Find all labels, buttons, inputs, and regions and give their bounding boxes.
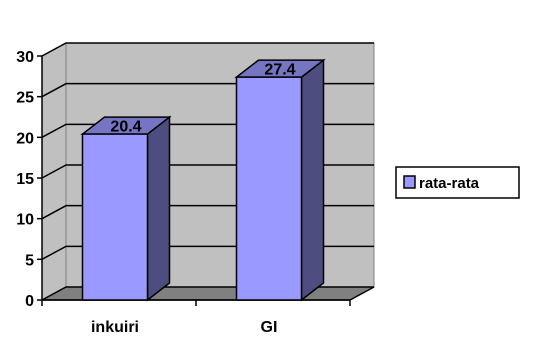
bar-GI	[234, 58, 326, 302]
y-tick-label: 0	[25, 293, 34, 310]
y-tick-label: 15	[16, 171, 34, 188]
bar-front	[81, 133, 149, 301]
labels: 0 5 10 15 20 25 30 20.4 inkuiri 27.4 GI	[16, 49, 295, 336]
bar-side	[300, 58, 325, 302]
y-tick-label: 5	[25, 252, 34, 269]
y-tick-label: 10	[16, 212, 34, 229]
legend-label: rata-rata	[419, 175, 480, 192]
bars	[80, 58, 326, 302]
y-tick-label: 20	[16, 130, 34, 147]
bar-side	[146, 115, 171, 302]
legend-box	[395, 166, 520, 199]
data-label: 20.4	[110, 119, 141, 136]
gridline-30	[41, 42, 374, 57]
bar-front	[235, 76, 303, 301]
y-tick-label: 25	[16, 90, 34, 107]
category-label: GI	[261, 319, 278, 336]
legend-swatch	[403, 175, 416, 189]
bar-inkuiri	[80, 115, 172, 302]
category-label: inkuiri	[91, 319, 139, 336]
data-label: 27.4	[264, 62, 295, 79]
y-tick-label: 30	[16, 49, 34, 66]
legend: rata-rata	[395, 166, 520, 199]
